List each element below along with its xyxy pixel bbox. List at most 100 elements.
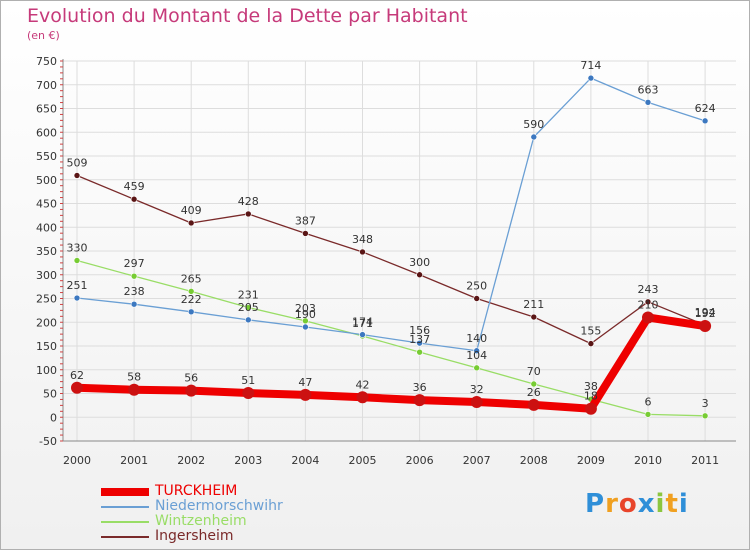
data-point bbox=[245, 210, 252, 218]
data-point bbox=[187, 308, 195, 316]
logo-letter: x bbox=[637, 489, 656, 519]
data-label: 238 bbox=[124, 285, 145, 298]
legend-label: Wintzenheim bbox=[155, 513, 247, 529]
chart-title: Evolution du Montant de la Dette par Hab… bbox=[27, 5, 468, 27]
y-tick-label: 450 bbox=[36, 198, 57, 211]
data-point bbox=[245, 304, 252, 311]
data-point bbox=[416, 271, 423, 279]
data-label: 3 bbox=[702, 397, 709, 410]
x-tick-label: 2004 bbox=[291, 454, 319, 467]
x-tick-label: 2000 bbox=[63, 454, 91, 467]
data-label: 6 bbox=[645, 395, 652, 408]
data-point bbox=[473, 295, 481, 302]
data-label: 32 bbox=[470, 383, 484, 396]
y-tick-label: 200 bbox=[36, 316, 57, 329]
data-point bbox=[73, 294, 81, 302]
x-tick-label: 2008 bbox=[520, 454, 548, 467]
data-point bbox=[245, 316, 252, 324]
data-label: 205 bbox=[238, 301, 259, 314]
data-point bbox=[584, 402, 597, 415]
y-tick-label: 250 bbox=[36, 293, 57, 306]
data-label: 18 bbox=[584, 390, 598, 403]
data-point bbox=[644, 411, 652, 418]
data-point bbox=[71, 381, 83, 394]
data-point bbox=[73, 172, 81, 179]
x-tick-label: 2009 bbox=[577, 454, 605, 467]
data-label: 47 bbox=[298, 376, 312, 389]
data-point bbox=[187, 219, 195, 227]
y-tick-label: 100 bbox=[36, 364, 57, 377]
legend-swatch bbox=[101, 506, 149, 508]
x-tick-label: 2005 bbox=[349, 454, 377, 467]
logo-letter: t bbox=[665, 489, 679, 519]
series-line-wintzenheim bbox=[76, 259, 706, 417]
data-point bbox=[470, 396, 483, 409]
data-point bbox=[359, 248, 366, 256]
data-point bbox=[699, 320, 712, 333]
data-point bbox=[416, 348, 423, 356]
y-tick-label: -50 bbox=[39, 435, 57, 448]
data-label: 174 bbox=[352, 316, 373, 329]
data-point bbox=[530, 133, 538, 141]
data-label: 51 bbox=[241, 374, 255, 387]
series-line-turckheim bbox=[73, 313, 710, 413]
y-tick-label: 150 bbox=[36, 340, 57, 353]
y-tick-label: 550 bbox=[36, 150, 57, 163]
data-point bbox=[187, 288, 195, 295]
legend-label: TURCKHEIM bbox=[155, 483, 238, 499]
data-point bbox=[642, 311, 654, 324]
y-tick-label: 400 bbox=[36, 221, 57, 234]
data-point bbox=[130, 195, 138, 203]
data-point bbox=[185, 384, 198, 397]
data-label: 222 bbox=[181, 293, 202, 306]
data-label: 250 bbox=[466, 280, 487, 293]
logo-letter: P bbox=[585, 489, 606, 519]
data-label: 58 bbox=[127, 371, 141, 384]
data-point bbox=[527, 398, 540, 411]
y-tick-label: 300 bbox=[36, 269, 57, 282]
data-point bbox=[302, 230, 309, 237]
legend-swatch bbox=[101, 521, 149, 523]
x-tick-label: 2006 bbox=[406, 454, 434, 467]
data-label: 38 bbox=[584, 380, 598, 393]
data-label: 203 bbox=[295, 302, 316, 315]
data-point bbox=[359, 331, 366, 338]
x-tick-label: 2007 bbox=[463, 454, 491, 467]
data-point bbox=[530, 313, 538, 321]
legend-label: Niedermorschwihr bbox=[155, 498, 283, 514]
data-label: 624 bbox=[695, 102, 716, 115]
legend-label: Ingersheim bbox=[155, 528, 234, 544]
data-label: 156 bbox=[409, 324, 430, 337]
data-point bbox=[644, 298, 652, 306]
data-point bbox=[130, 300, 138, 308]
data-point bbox=[473, 364, 481, 372]
data-point bbox=[644, 99, 652, 106]
logo-letter: o bbox=[618, 489, 638, 519]
series-line-niedermorschwihr bbox=[76, 77, 706, 352]
data-point bbox=[130, 272, 138, 280]
data-label: 330 bbox=[67, 242, 88, 255]
x-tick-label: 2010 bbox=[634, 454, 662, 467]
data-label: 210 bbox=[638, 299, 659, 312]
y-tick-label: 750 bbox=[36, 55, 57, 68]
data-label: 190 bbox=[295, 308, 316, 321]
data-label: 26 bbox=[527, 386, 541, 399]
data-point bbox=[299, 388, 312, 401]
data-point bbox=[587, 74, 595, 82]
x-tick-label: 2011 bbox=[691, 454, 719, 467]
data-label: 663 bbox=[638, 83, 659, 96]
x-tick-label: 2002 bbox=[177, 454, 205, 467]
data-label: 243 bbox=[638, 283, 659, 296]
data-label: 509 bbox=[67, 156, 88, 169]
data-label: 590 bbox=[523, 118, 544, 131]
data-label: 297 bbox=[124, 257, 145, 270]
logo-letter: i bbox=[678, 489, 689, 519]
data-label: 251 bbox=[67, 279, 88, 292]
y-tick-label: 700 bbox=[36, 79, 57, 92]
data-label: 56 bbox=[184, 372, 198, 385]
data-point bbox=[242, 387, 255, 400]
y-tick-label: 600 bbox=[36, 126, 57, 139]
data-label: 36 bbox=[413, 381, 427, 394]
